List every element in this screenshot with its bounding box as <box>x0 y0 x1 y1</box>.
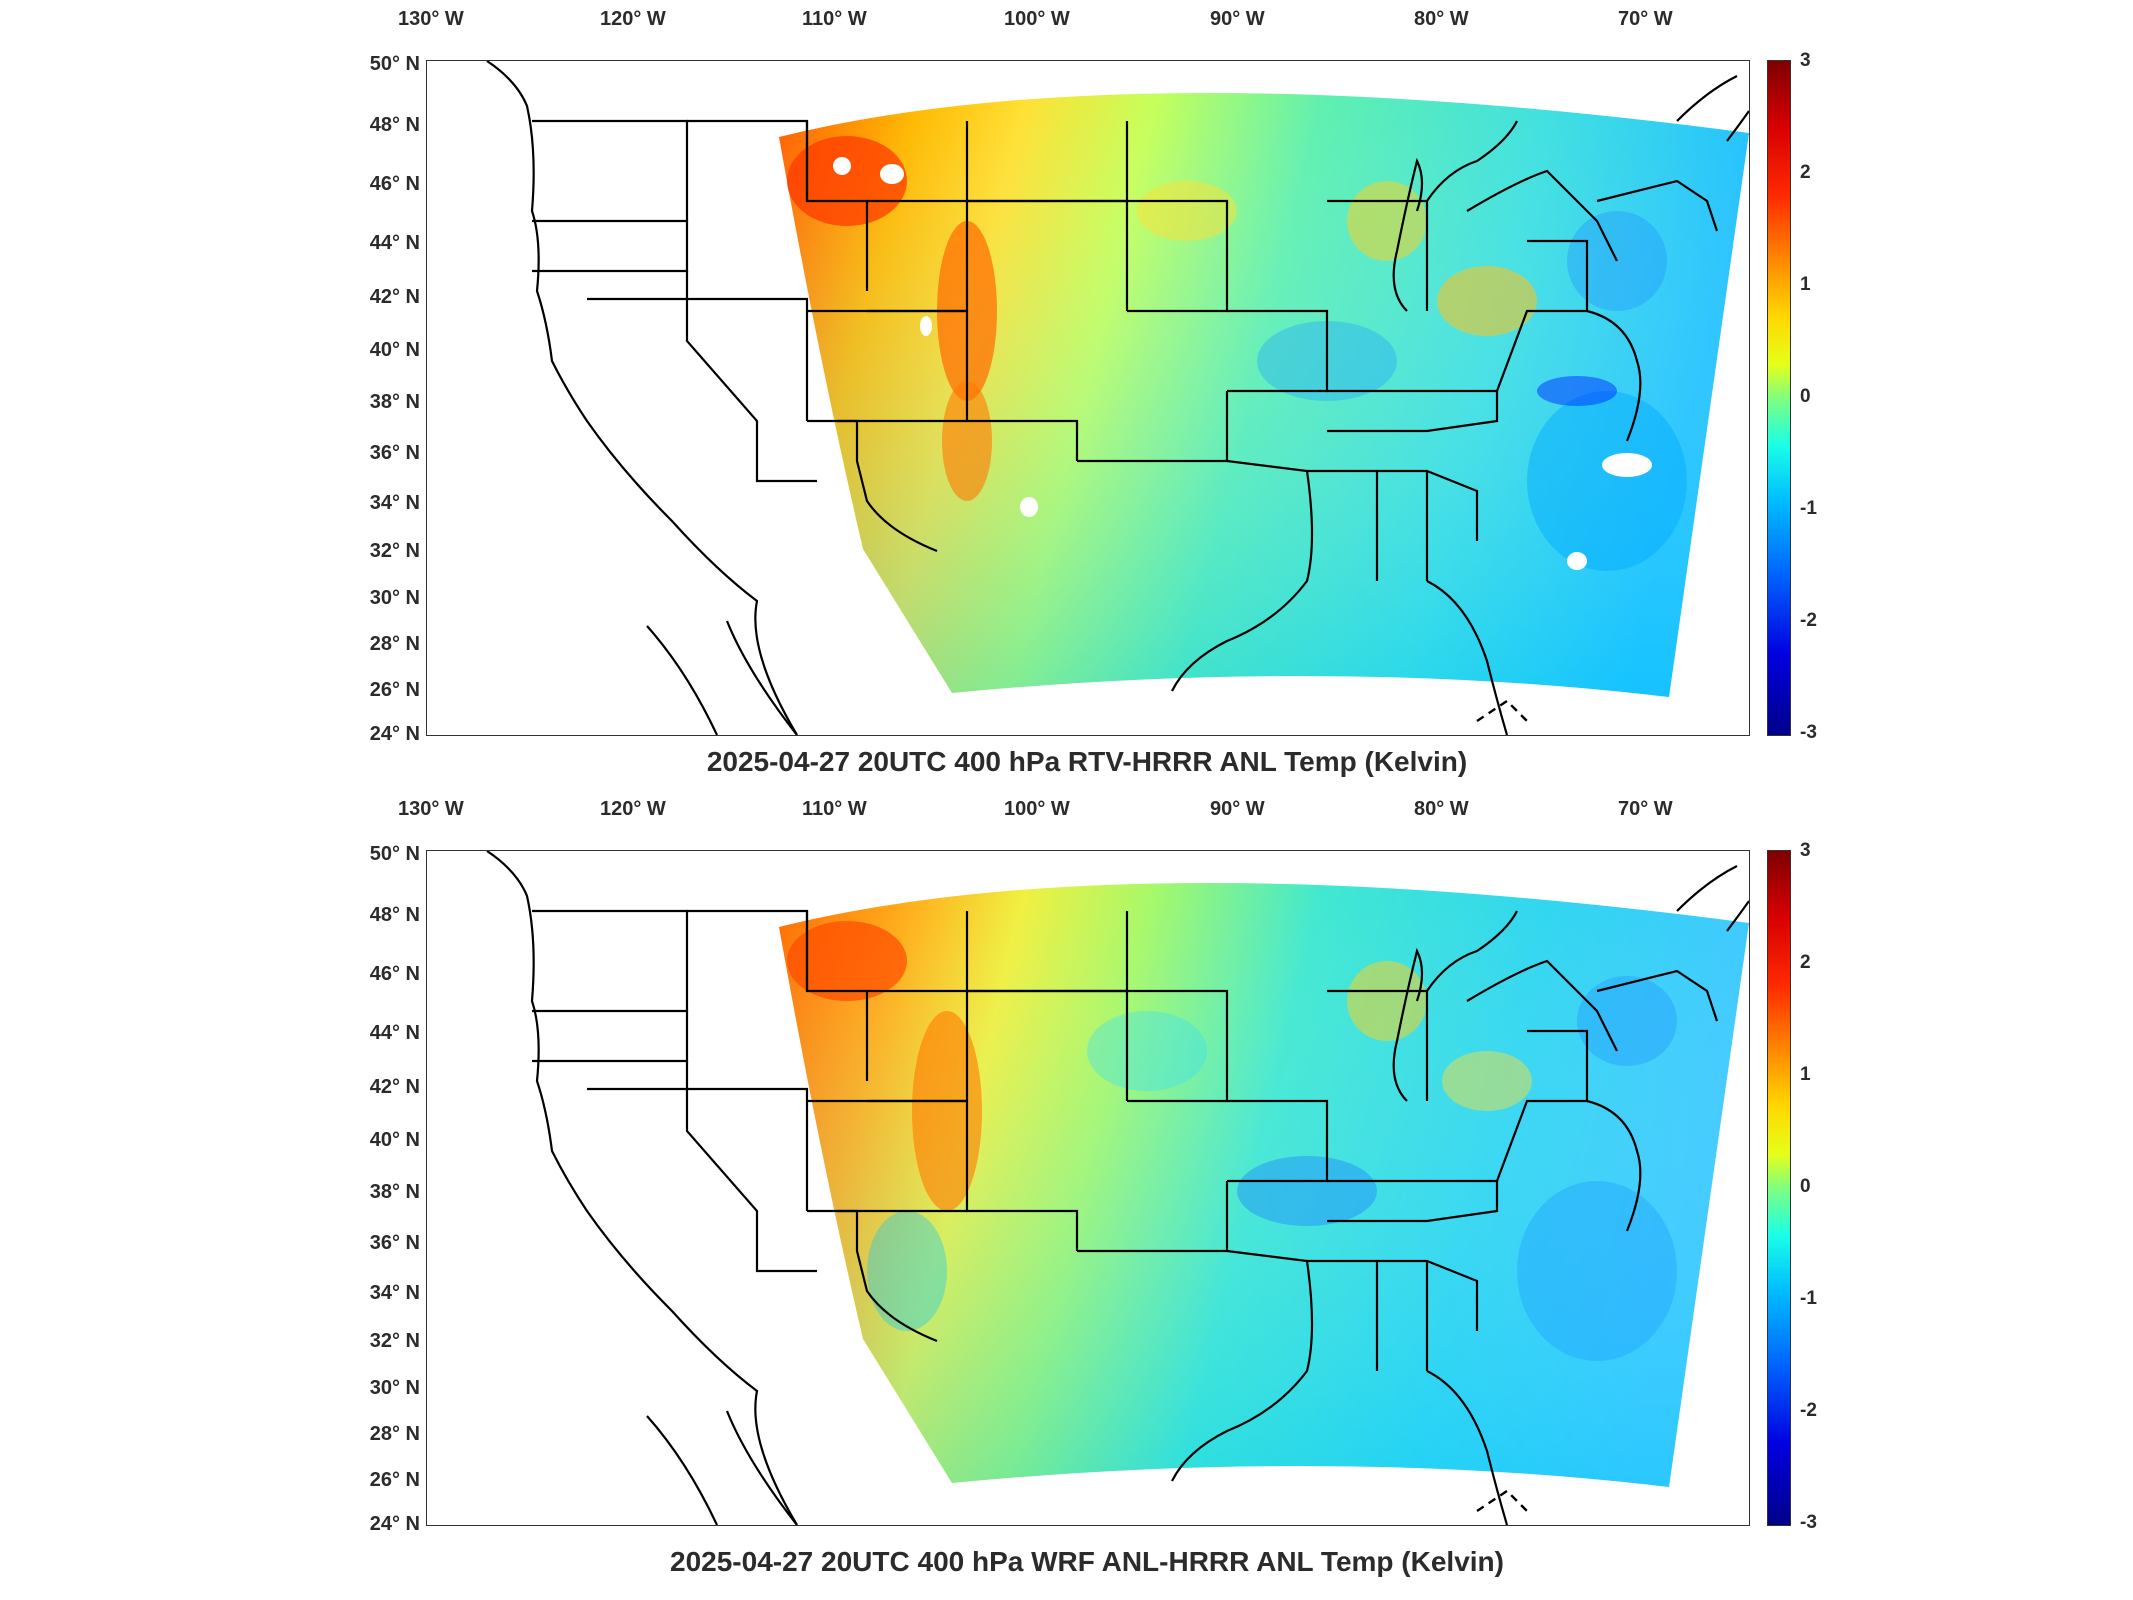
lon-tick-label: 70° W <box>1618 798 1673 820</box>
lat-tick-label: 28° N <box>369 633 420 655</box>
lon-tick-label: 80° W <box>1414 8 1469 30</box>
lat-tick-label: 24° N <box>369 1513 420 1535</box>
colorbar-tick-label: 0 <box>1800 386 1811 407</box>
lat-tick-label: 28° N <box>369 1423 420 1445</box>
lat-tick-label: 30° N <box>369 587 420 609</box>
lat-tick-label: 44° N <box>369 1022 420 1044</box>
colorbar-tick-label: 1 <box>1800 1064 1811 1085</box>
colorbar-tick-label: 3 <box>1800 840 1811 861</box>
lat-tick-label: 46° N <box>369 963 420 985</box>
panel-wrf-anl: 130° W 120° W 110° W 100° W 90° W 80° W … <box>0 790 2133 1590</box>
colorbar-tick-label: 3 <box>1800 50 1811 71</box>
lat-tick-label: 36° N <box>369 442 420 464</box>
lon-tick-label: 100° W <box>1004 8 1070 30</box>
colorbar-tick-label: -1 <box>1800 498 1817 519</box>
lon-tick-label: 110° W <box>802 798 867 820</box>
colorbar-tick-label: 2 <box>1800 952 1811 973</box>
colorbar-tick-label: 2 <box>1800 162 1811 183</box>
lat-tick-label: 42° N <box>369 286 420 308</box>
lon-tick-label: 110° W <box>802 8 867 30</box>
map-area <box>426 60 1750 736</box>
lat-tick-label: 34° N <box>369 492 420 514</box>
lat-tick-label: 48° N <box>369 904 420 926</box>
colorbar-tick-label: -2 <box>1800 610 1817 631</box>
lon-tick-label: 120° W <box>600 798 666 820</box>
lat-tick-label: 34° N <box>369 1282 420 1304</box>
colorbar-tick-label: -3 <box>1800 1512 1817 1533</box>
lat-tick-label: 32° N <box>369 540 420 562</box>
temperature-difference-map <box>486 61 1749 735</box>
lat-tick-label: 50° N <box>369 843 420 865</box>
lon-tick-label: 90° W <box>1210 8 1265 30</box>
colorbar-tick-label: 1 <box>1800 274 1811 295</box>
lon-tick-label: 100° W <box>1004 798 1070 820</box>
colorbar-tick-label: 0 <box>1800 1176 1811 1197</box>
colorbar <box>1767 60 1791 736</box>
lon-tick-label: 90° W <box>1210 798 1265 820</box>
map-title: 2025-04-27 20UTC 400 hPa WRF ANL-HRRR AN… <box>670 1546 1504 1577</box>
lat-tick-label: 26° N <box>369 1469 420 1491</box>
lat-tick-label: 44° N <box>369 232 420 254</box>
lat-tick-label: 50° N <box>369 53 420 75</box>
lon-tick-label: 70° W <box>1618 8 1673 30</box>
lat-tick-label: 42° N <box>369 1076 420 1098</box>
colorbar-tick-label: -3 <box>1800 722 1817 743</box>
lon-tick-label: 130° W <box>398 8 464 30</box>
lat-tick-label: 32° N <box>369 1330 420 1352</box>
lat-tick-label: 24° N <box>369 723 420 745</box>
map-area <box>426 850 1750 1526</box>
lat-tick-label: 46° N <box>369 173 420 195</box>
temperature-difference-map <box>486 851 1749 1525</box>
lat-tick-label: 38° N <box>369 1181 420 1203</box>
lat-tick-label: 26° N <box>369 679 420 701</box>
lat-tick-label: 30° N <box>369 1377 420 1399</box>
lat-tick-label: 38° N <box>369 391 420 413</box>
colorbar-tick-label: -2 <box>1800 1400 1817 1421</box>
colorbar <box>1767 850 1791 1526</box>
lon-tick-label: 80° W <box>1414 798 1469 820</box>
lat-tick-label: 48° N <box>369 114 420 136</box>
lon-tick-label: 130° W <box>398 798 464 820</box>
lat-tick-label: 40° N <box>369 1129 420 1151</box>
panel-rtv-hrrr: 130° W 120° W 110° W 100° W 90° W 80° W … <box>369 8 1817 777</box>
lat-tick-label: 36° N <box>369 1232 420 1254</box>
map-title: 2025-04-27 20UTC 400 hPa RTV-HRRR ANL Te… <box>706 746 1468 777</box>
colorbar-tick-label: -1 <box>1800 1288 1817 1309</box>
lat-tick-label: 40° N <box>369 339 420 361</box>
lon-tick-label: 120° W <box>600 8 666 30</box>
